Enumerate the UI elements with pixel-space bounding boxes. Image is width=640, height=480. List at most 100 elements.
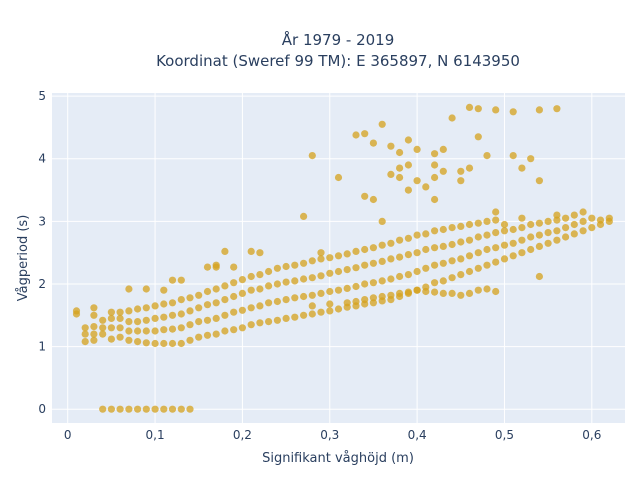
data-point (570, 230, 578, 238)
data-point (404, 161, 412, 169)
data-point (125, 318, 133, 326)
data-point (544, 229, 552, 237)
data-point (369, 259, 377, 267)
data-point (500, 241, 509, 249)
data-point (535, 231, 544, 239)
data-point (177, 296, 185, 304)
data-point (107, 405, 115, 413)
x-tick-label: 0,5 (495, 428, 514, 442)
data-point (81, 338, 89, 346)
data-points (72, 103, 613, 413)
data-point (221, 311, 229, 319)
data-point (125, 336, 133, 344)
data-point (116, 405, 124, 413)
data-point (160, 405, 168, 413)
data-point (168, 339, 177, 348)
data-point (448, 289, 456, 297)
data-point (282, 262, 290, 271)
data-point (247, 272, 255, 281)
x-tick-label: 0,4 (408, 428, 427, 442)
data-point (369, 244, 377, 252)
data-point (588, 224, 596, 232)
data-point (265, 318, 273, 326)
data-point (186, 321, 194, 329)
data-point (291, 313, 299, 321)
data-point (518, 164, 526, 172)
data-point (134, 305, 142, 313)
data-point (378, 120, 386, 128)
data-point (99, 330, 107, 338)
chart-subtitle: Koordinat (Sweref 99 TM): E 365897, N 61… (156, 52, 520, 70)
data-point (527, 155, 535, 163)
data-point (492, 287, 500, 296)
data-point (492, 244, 500, 252)
data-point (308, 152, 316, 160)
data-point (579, 227, 587, 235)
x-tick-label: 0 (64, 428, 72, 442)
data-point (177, 405, 185, 413)
data-point (474, 219, 482, 227)
data-point (247, 321, 255, 329)
data-point (168, 299, 177, 307)
data-point (168, 311, 177, 319)
data-point (203, 331, 212, 339)
data-point (352, 247, 360, 255)
data-point (247, 304, 255, 312)
data-point (230, 292, 238, 301)
data-point (579, 217, 587, 225)
data-point (265, 267, 273, 276)
data-point (361, 130, 369, 138)
data-point (352, 282, 360, 291)
data-point (142, 316, 150, 324)
data-point (422, 264, 430, 272)
data-point (369, 139, 377, 147)
data-point (326, 300, 334, 308)
data-point (483, 152, 491, 160)
data-point (317, 255, 325, 263)
data-point (125, 307, 133, 315)
data-point (151, 302, 159, 310)
data-point (474, 286, 482, 294)
data-point (221, 296, 229, 304)
data-point (457, 222, 465, 230)
data-point (527, 245, 535, 254)
y-tick-label: 4 (38, 152, 46, 166)
data-point (273, 316, 281, 324)
data-point (396, 148, 404, 157)
data-point (195, 291, 203, 299)
data-point (396, 236, 404, 244)
data-point (151, 314, 159, 322)
data-point (422, 287, 430, 296)
data-point (535, 242, 544, 250)
data-point (361, 245, 369, 254)
data-point (230, 308, 238, 316)
data-point (203, 263, 212, 271)
data-point (238, 276, 246, 284)
data-point (116, 333, 124, 341)
data-point (265, 299, 273, 307)
y-tick-label: 5 (38, 89, 46, 103)
data-point (492, 208, 500, 216)
data-point (509, 252, 517, 260)
data-point (492, 106, 500, 114)
data-point (431, 244, 439, 252)
data-point (413, 177, 421, 185)
data-point (142, 285, 150, 293)
data-point (396, 164, 404, 172)
data-point (308, 291, 316, 299)
x-tick-label: 0,1 (146, 428, 165, 442)
data-point (90, 336, 98, 344)
data-point (212, 330, 220, 338)
data-point (413, 286, 421, 294)
data-point (500, 255, 509, 263)
data-point (439, 167, 447, 175)
data-point (535, 219, 544, 227)
data-point (518, 224, 526, 232)
data-point (431, 161, 439, 169)
data-point (518, 236, 526, 244)
data-point (448, 114, 456, 122)
data-point (308, 274, 316, 282)
data-point (404, 234, 412, 242)
data-point (396, 173, 404, 182)
data-point (544, 217, 552, 225)
